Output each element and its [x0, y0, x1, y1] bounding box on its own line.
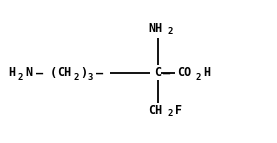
Text: —: —	[96, 66, 103, 80]
Text: 2: 2	[73, 73, 78, 82]
Text: 2: 2	[196, 73, 201, 82]
Text: 2: 2	[18, 73, 23, 82]
Text: F: F	[175, 104, 182, 117]
Text: N: N	[25, 66, 32, 80]
Text: —: —	[163, 66, 170, 80]
Text: CO: CO	[177, 66, 191, 80]
Text: CH: CH	[148, 104, 162, 117]
Text: C: C	[154, 66, 161, 80]
Text: H: H	[203, 66, 210, 80]
Text: —: —	[36, 66, 43, 80]
Text: 2: 2	[168, 110, 173, 119]
Text: (: (	[50, 66, 57, 80]
Text: NH: NH	[148, 21, 162, 34]
Text: 3: 3	[87, 73, 92, 82]
Text: H: H	[8, 66, 15, 80]
Text: ): )	[80, 66, 87, 80]
Text: 2: 2	[168, 27, 173, 36]
Text: CH: CH	[57, 66, 71, 80]
